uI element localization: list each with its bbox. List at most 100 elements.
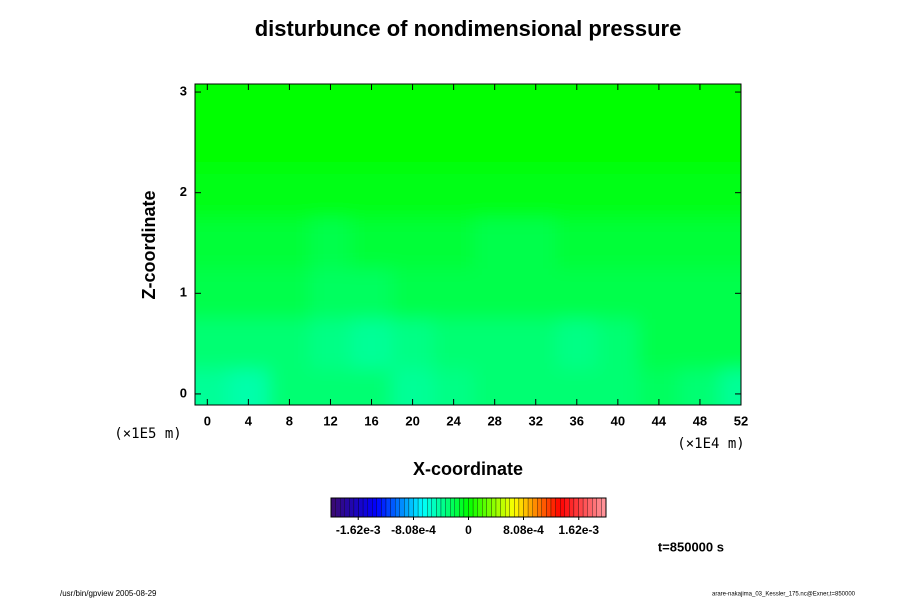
colorbar-step [477, 497, 483, 518]
colorbar-tick-label: 0 [465, 523, 472, 537]
heat-cell [515, 167, 557, 219]
x-tick-label: 28 [487, 413, 501, 428]
heat-cell [268, 318, 311, 370]
heat-cell [638, 318, 680, 370]
colorbar-step [587, 497, 593, 518]
colorbar-step [431, 497, 437, 518]
colorbar-step [578, 497, 584, 518]
x-tick-label: 24 [446, 413, 461, 428]
x-tick-label: 20 [405, 413, 419, 428]
heat-cell [392, 167, 434, 219]
colorbar-step [330, 497, 336, 518]
heat-cell [351, 318, 393, 370]
colorbar-step [582, 497, 588, 518]
colorbar-step [505, 497, 510, 518]
x-tick-label: 52 [734, 413, 748, 428]
footer-left: /usr/bin/gpview 2005-08-29 [60, 589, 157, 598]
heat-cell [268, 217, 311, 269]
heat-cell [392, 117, 434, 169]
heat-cell [597, 368, 639, 405]
x-tick-label: 44 [652, 413, 667, 428]
heat-cell [433, 268, 475, 319]
heat-cell [515, 217, 557, 269]
heat-cell [392, 268, 434, 319]
heat-cell [474, 217, 516, 269]
colorbar-step [358, 497, 364, 518]
colorbar-step [367, 497, 373, 518]
heat-cell [515, 117, 557, 169]
heat-cell [351, 117, 393, 169]
heat-cell [309, 117, 352, 169]
heat-cell [679, 84, 721, 118]
x-tick-label: 4 [245, 413, 253, 428]
heat-cell [638, 268, 680, 319]
colorbar: -1.62e-3 -8.08e-4 0 8.08e-4 1.62e-3 [330, 497, 607, 537]
footer-right: arare-nakajima_03_Kessler_175.nc@Exner,t… [712, 592, 856, 598]
heat-cell [679, 217, 721, 269]
time-label: t=850000 s [658, 539, 724, 554]
colorbar-step [381, 497, 387, 518]
colorbar-step [509, 497, 515, 518]
heat-cell [720, 318, 741, 370]
heat-cell [351, 167, 393, 219]
heat-cell [309, 318, 352, 370]
heat-cell [679, 318, 721, 370]
x-tick-label: 0 [204, 413, 211, 428]
heat-cell [556, 217, 598, 269]
colorbar-step [500, 497, 506, 518]
colorbar-step [413, 497, 419, 518]
heat-cell [268, 268, 311, 319]
colorbar-step [372, 497, 377, 518]
colorbar-step [601, 497, 607, 518]
y-axis-label: Z-coordinate [139, 190, 159, 299]
colorbar-step [454, 497, 460, 518]
heat-cell [195, 368, 229, 405]
x-tick-label: 40 [611, 413, 625, 428]
plot-frame [194, 83, 742, 406]
colorbar-tick-label: -8.08e-4 [391, 523, 436, 537]
x-tick-label: 16 [364, 413, 378, 428]
colorbar-step [486, 497, 492, 518]
heat-cell [515, 318, 557, 370]
colorbar-step [417, 497, 423, 518]
heat-cell [195, 217, 229, 269]
heat-cell [638, 117, 680, 169]
heat-cell [195, 268, 229, 319]
y-unit: (×1E5 m) [114, 426, 181, 442]
heat-cell [638, 217, 680, 269]
heat-cell [309, 217, 352, 269]
colorbar-step [427, 497, 432, 518]
heat-cell [720, 117, 741, 169]
heat-cell [474, 368, 516, 405]
heat-cell [556, 167, 598, 219]
heat-cell [474, 117, 516, 169]
heat-cell [351, 268, 393, 319]
colorbar-step [592, 497, 597, 518]
cells [195, 84, 741, 405]
colorbar-step [555, 497, 561, 518]
colorbar-step [482, 497, 487, 518]
colorbar-tick-label: 8.08e-4 [503, 523, 544, 537]
heat-cell [474, 167, 516, 219]
heat-cell [679, 117, 721, 169]
colorbar-step [450, 497, 455, 518]
heat-cell [597, 167, 639, 219]
heat-cell [433, 117, 475, 169]
heat-cell [720, 84, 741, 118]
heat-cell [720, 167, 741, 219]
heat-cell [392, 217, 434, 269]
heat-cell [638, 167, 680, 219]
heat-cell [268, 167, 311, 219]
heat-cell [679, 167, 721, 219]
heat-cell [720, 368, 741, 405]
x-axis-label: X-coordinate [413, 459, 523, 479]
x-tick-label: 8 [286, 413, 293, 428]
heat-cell [679, 368, 721, 405]
heat-cell [268, 117, 311, 169]
x-tick-label: 12 [323, 413, 337, 428]
heat-cell [679, 268, 721, 319]
y-tick-label: 1 [180, 285, 187, 300]
colorbar-step [395, 497, 400, 518]
x-tick-label: 36 [570, 413, 584, 428]
